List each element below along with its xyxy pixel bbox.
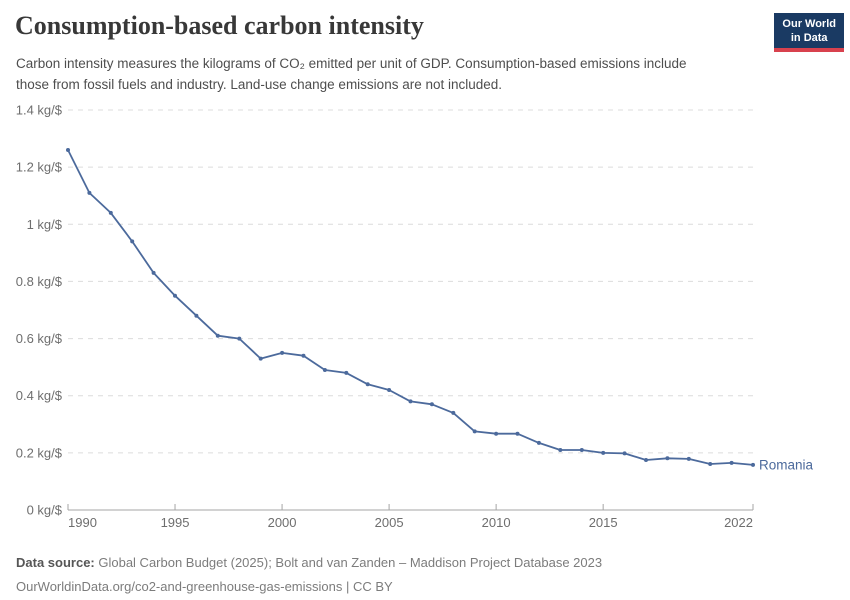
- data-point: [322, 368, 327, 372]
- data-point: [151, 270, 156, 275]
- x-tick-label: 1995: [161, 515, 190, 530]
- data-point: [644, 458, 648, 462]
- x-tick-label: 2022: [724, 515, 753, 530]
- y-tick-label: 0.4 kg/$: [16, 388, 63, 403]
- citation-line: OurWorldinData.org/co2-and-greenhouse-ga…: [16, 579, 393, 594]
- data-point: [365, 382, 370, 387]
- data-point: [66, 148, 70, 152]
- data-point: [622, 451, 627, 456]
- data-point: [472, 429, 477, 434]
- y-tick-label: 0 kg/$: [27, 503, 63, 518]
- data-point: [536, 440, 541, 445]
- data-point: [686, 456, 691, 461]
- data-point: [579, 448, 584, 452]
- y-tick-label: 0.6 kg/$: [16, 331, 63, 346]
- data-point: [494, 431, 499, 436]
- data-point: [451, 410, 456, 415]
- data-point: [751, 462, 755, 467]
- x-tick-label: 2015: [589, 515, 618, 530]
- data-point: [601, 450, 606, 455]
- chart-footer: Data source: Global Carbon Budget (2025)…: [16, 551, 602, 599]
- data-point: [515, 431, 520, 436]
- data-source-line: Data source: Global Carbon Budget (2025)…: [16, 551, 602, 575]
- x-tick-label: 2000: [268, 515, 297, 530]
- data-point: [280, 350, 285, 355]
- data-point: [387, 388, 392, 392]
- y-tick-label: 1.4 kg/$: [16, 103, 63, 118]
- y-tick-label: 0.8 kg/$: [16, 274, 63, 289]
- data-point: [708, 462, 713, 466]
- series-line: [67, 149, 754, 466]
- data-point: [237, 336, 242, 341]
- data-source-label: Data source:: [16, 555, 95, 570]
- data-point: [665, 456, 670, 461]
- page-subtitle: Carbon intensity measures the kilograms …: [16, 56, 687, 92]
- x-tick-label: 2005: [375, 515, 404, 530]
- data-point: [258, 356, 263, 361]
- y-tick-label: 0.2 kg/$: [16, 445, 63, 460]
- data-source-text: Global Carbon Budget (2025); Bolt and va…: [94, 555, 603, 570]
- data-point: [215, 333, 220, 338]
- data-point: [429, 402, 434, 407]
- y-tick-label: 1 kg/$: [27, 217, 63, 232]
- data-point: [729, 460, 734, 465]
- data-point: [408, 399, 413, 404]
- x-tick-label: 1990: [68, 515, 97, 530]
- y-tick-label: 1.2 kg/$: [16, 160, 63, 175]
- owid-logo: Our World in Data: [774, 13, 844, 52]
- page-title: Consumption-based carbon intensity: [15, 11, 424, 40]
- data-point: [301, 353, 306, 358]
- logo-line-2: in Data: [790, 31, 828, 44]
- data-point: [344, 370, 349, 375]
- series-end-label: Romania: [759, 457, 814, 472]
- data-point: [108, 210, 113, 215]
- data-point: [87, 190, 92, 195]
- logo-line-1: Our World: [782, 18, 836, 30]
- data-point: [194, 313, 199, 318]
- data-point: [130, 239, 135, 244]
- data-point: [173, 293, 177, 298]
- x-tick-label: 2010: [482, 515, 511, 530]
- data-point: [558, 448, 563, 452]
